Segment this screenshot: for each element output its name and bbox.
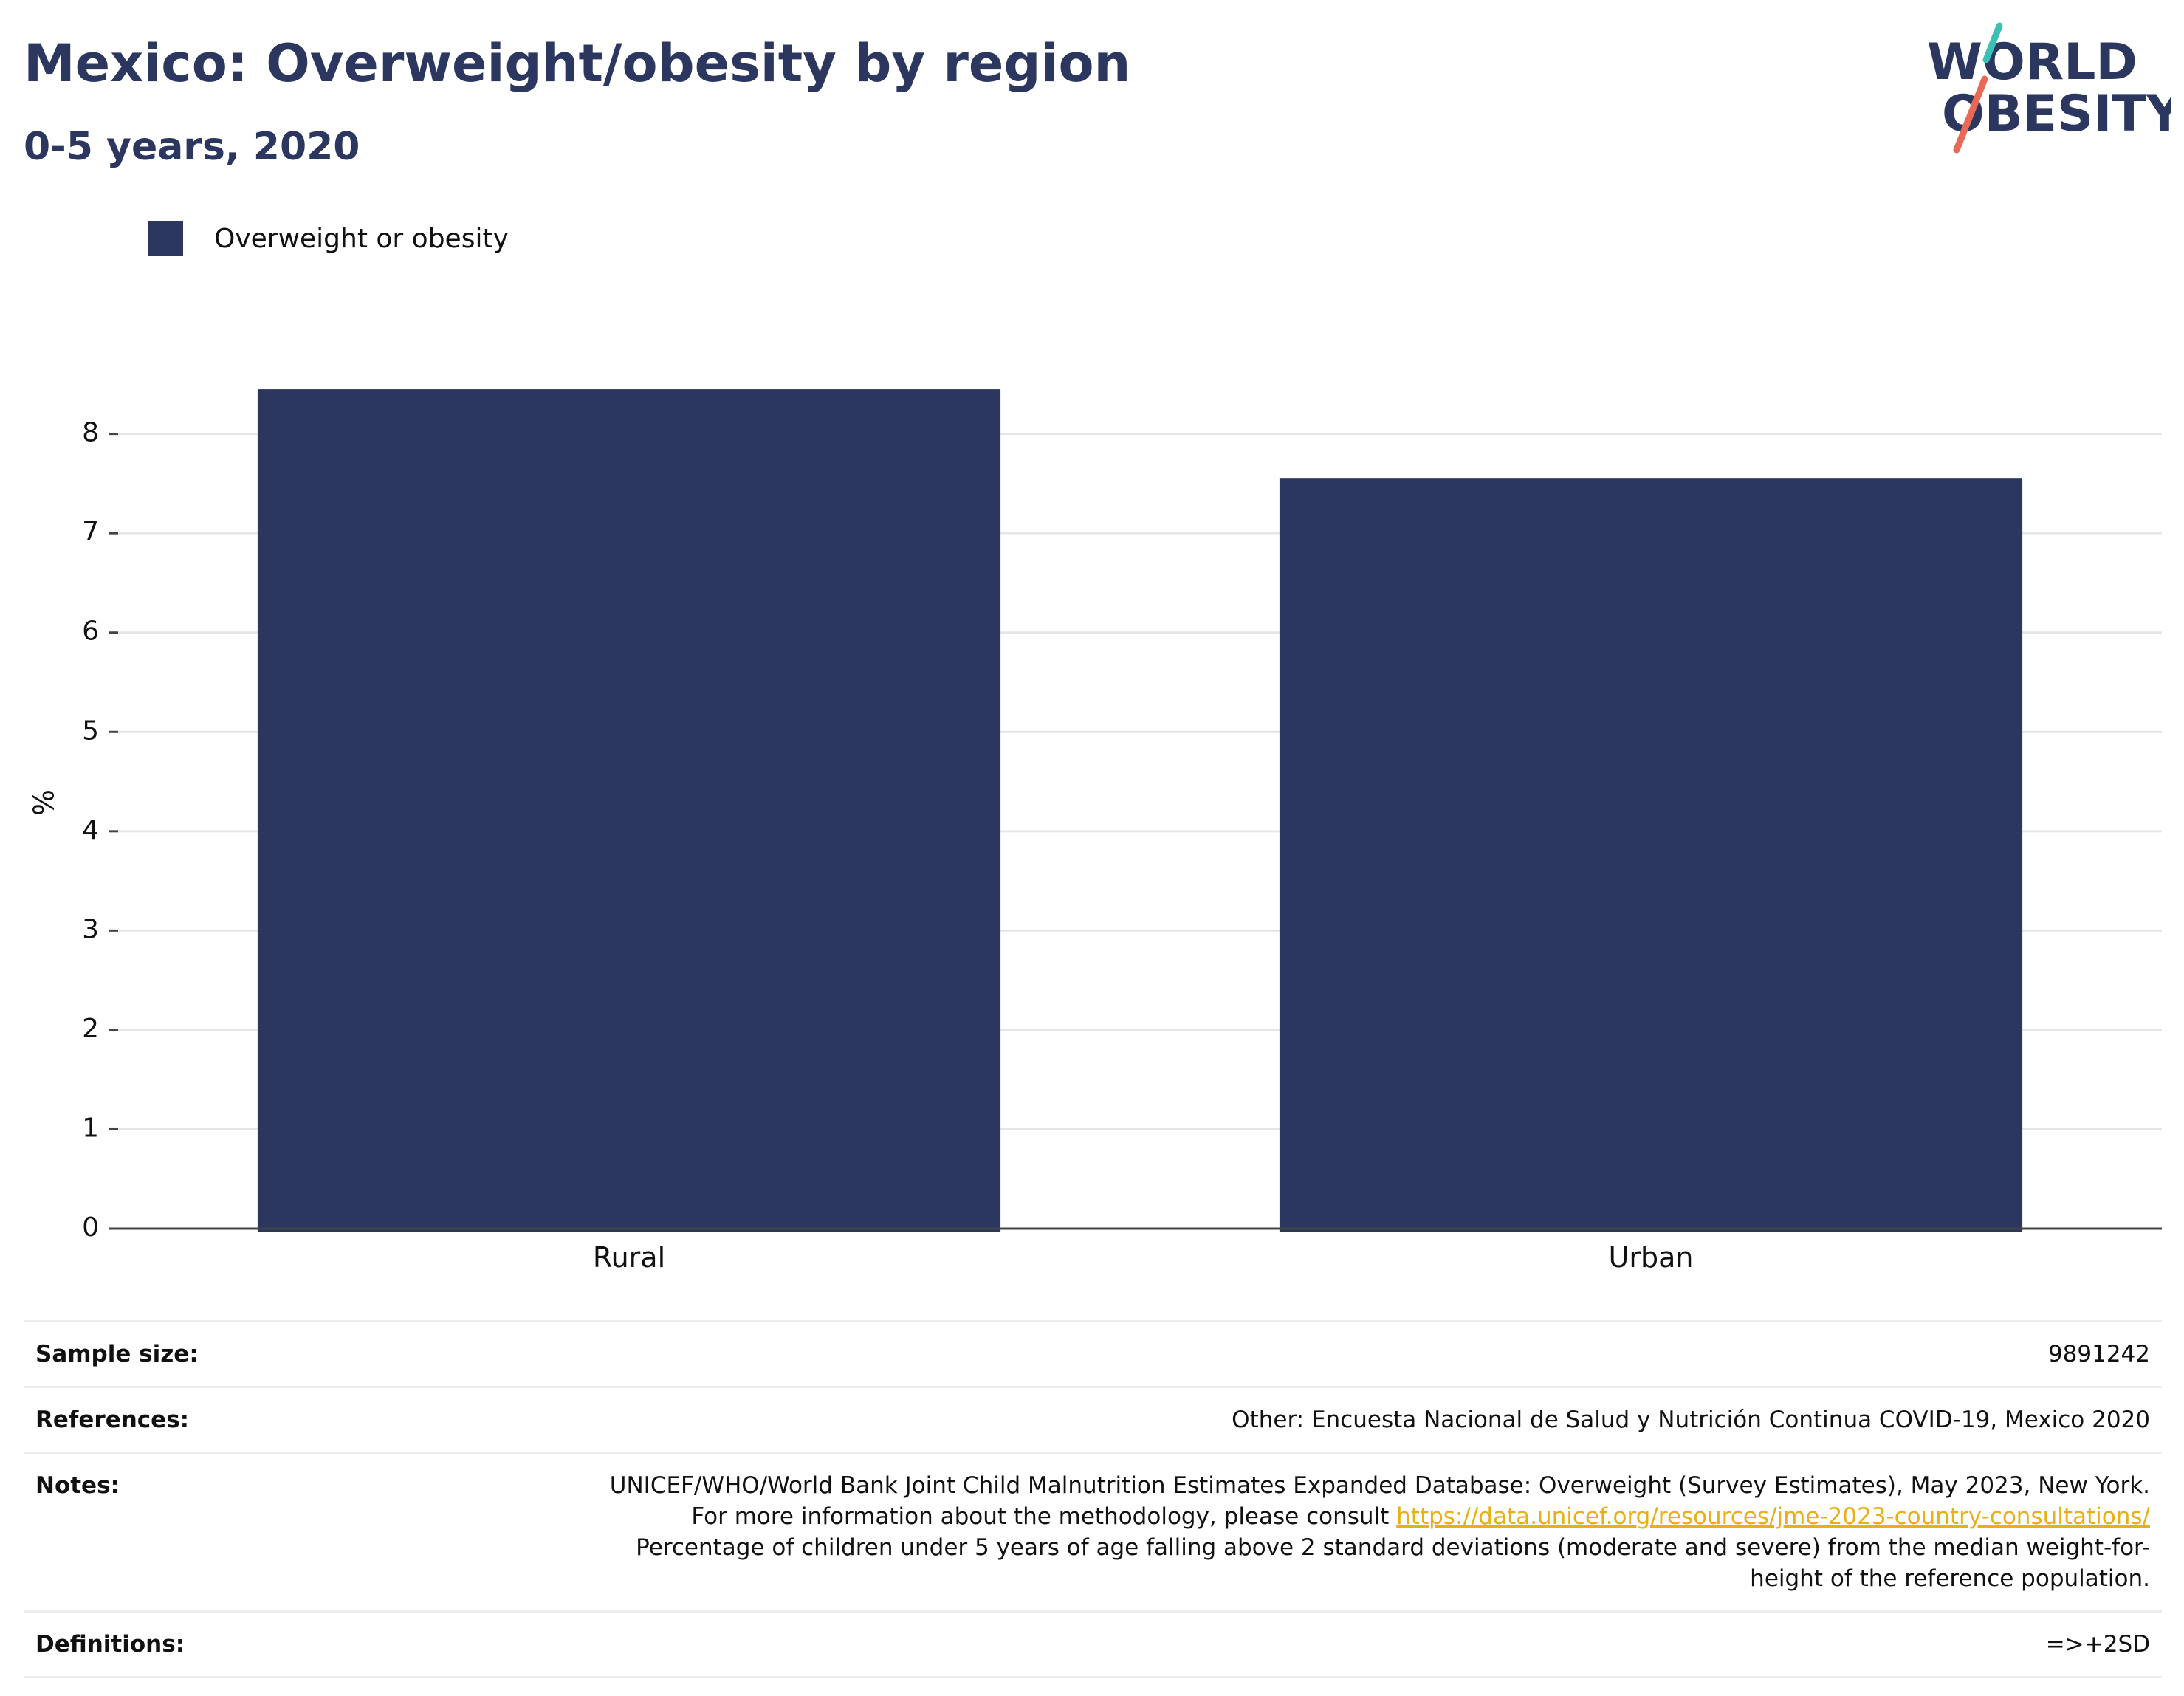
chart-footer: Sample size: 9891242 References: Other: … [24,1320,2162,1678]
bars [257,389,2023,1232]
y-tick-label: 7 [82,517,99,547]
footer-row-sample-size: Sample size: 9891242 [24,1322,2162,1388]
y-tick-label: 6 [82,617,99,647]
notes-text-before: UNICEF/WHO/World Bank Joint Child Malnut… [609,1472,2150,1530]
notes-text-after: Percentage of children under 5 years of … [636,1534,2150,1592]
y-tick-label: 1 [82,1113,99,1143]
sample-size-value: 9891242 [2047,1341,2150,1367]
y-tick-label: 0 [82,1212,99,1243]
definitions-value: =>+2SD [2045,1631,2150,1658]
references-value: Other: Encuesta Nacional de Salud y Nutr… [1232,1407,2150,1433]
bar-rural [257,389,1001,1232]
y-tick-label: 5 [82,715,99,746]
x-tick-label-urban: Urban [1609,1241,1694,1274]
chart-title: Mexico: Overweight/obesity by region [24,33,1131,94]
bar-urban [1279,478,2023,1232]
y-tick-label: 3 [82,914,99,944]
chart-legend: Overweight or obesity [148,220,509,257]
x-axis-ticks: Rural Urban [593,1241,1694,1274]
notes-label: Notes: [35,1472,120,1499]
legend-label-overweight: Overweight or obesity [214,223,509,254]
legend-swatch-overweight [148,221,183,256]
unicef-methodology-link[interactable]: https://data.unicef.org/resources/jme-20… [1396,1503,2150,1530]
y-tick-label: 8 [82,418,99,448]
logo-slash-teal [1982,22,2003,63]
logo-line-world: WORLD [1927,33,2137,92]
y-axis-ticks: 0 1 2 3 4 5 6 7 8 [82,418,118,1243]
chart-subtitle: 0-5 years, 2020 [24,125,360,169]
definitions-label: Definitions: [35,1631,185,1658]
bar-chart: 0 1 2 3 4 5 6 7 8 Rural Urban % [28,389,2162,1274]
notes-value: UNICEF/WHO/World Bank Joint Child Malnut… [577,1470,2150,1594]
footer-row-notes: Notes: UNICEF/WHO/World Bank Joint Child… [24,1454,2162,1613]
sample-size-label: Sample size: [35,1341,199,1367]
footer-row-definitions: Definitions: =>+2SD [24,1613,2162,1678]
references-label: References: [35,1407,190,1433]
logo-slash-coral [1953,75,1988,154]
y-axis-label: % [28,789,61,816]
y-tick-label: 4 [82,815,99,845]
world-obesity-logo: WORLD OBESITY [1927,22,2171,154]
x-tick-label-rural: Rural [593,1241,665,1274]
y-tick-label: 2 [82,1014,99,1044]
footer-row-references: References: Other: Encuesta Nacional de … [24,1388,2162,1454]
